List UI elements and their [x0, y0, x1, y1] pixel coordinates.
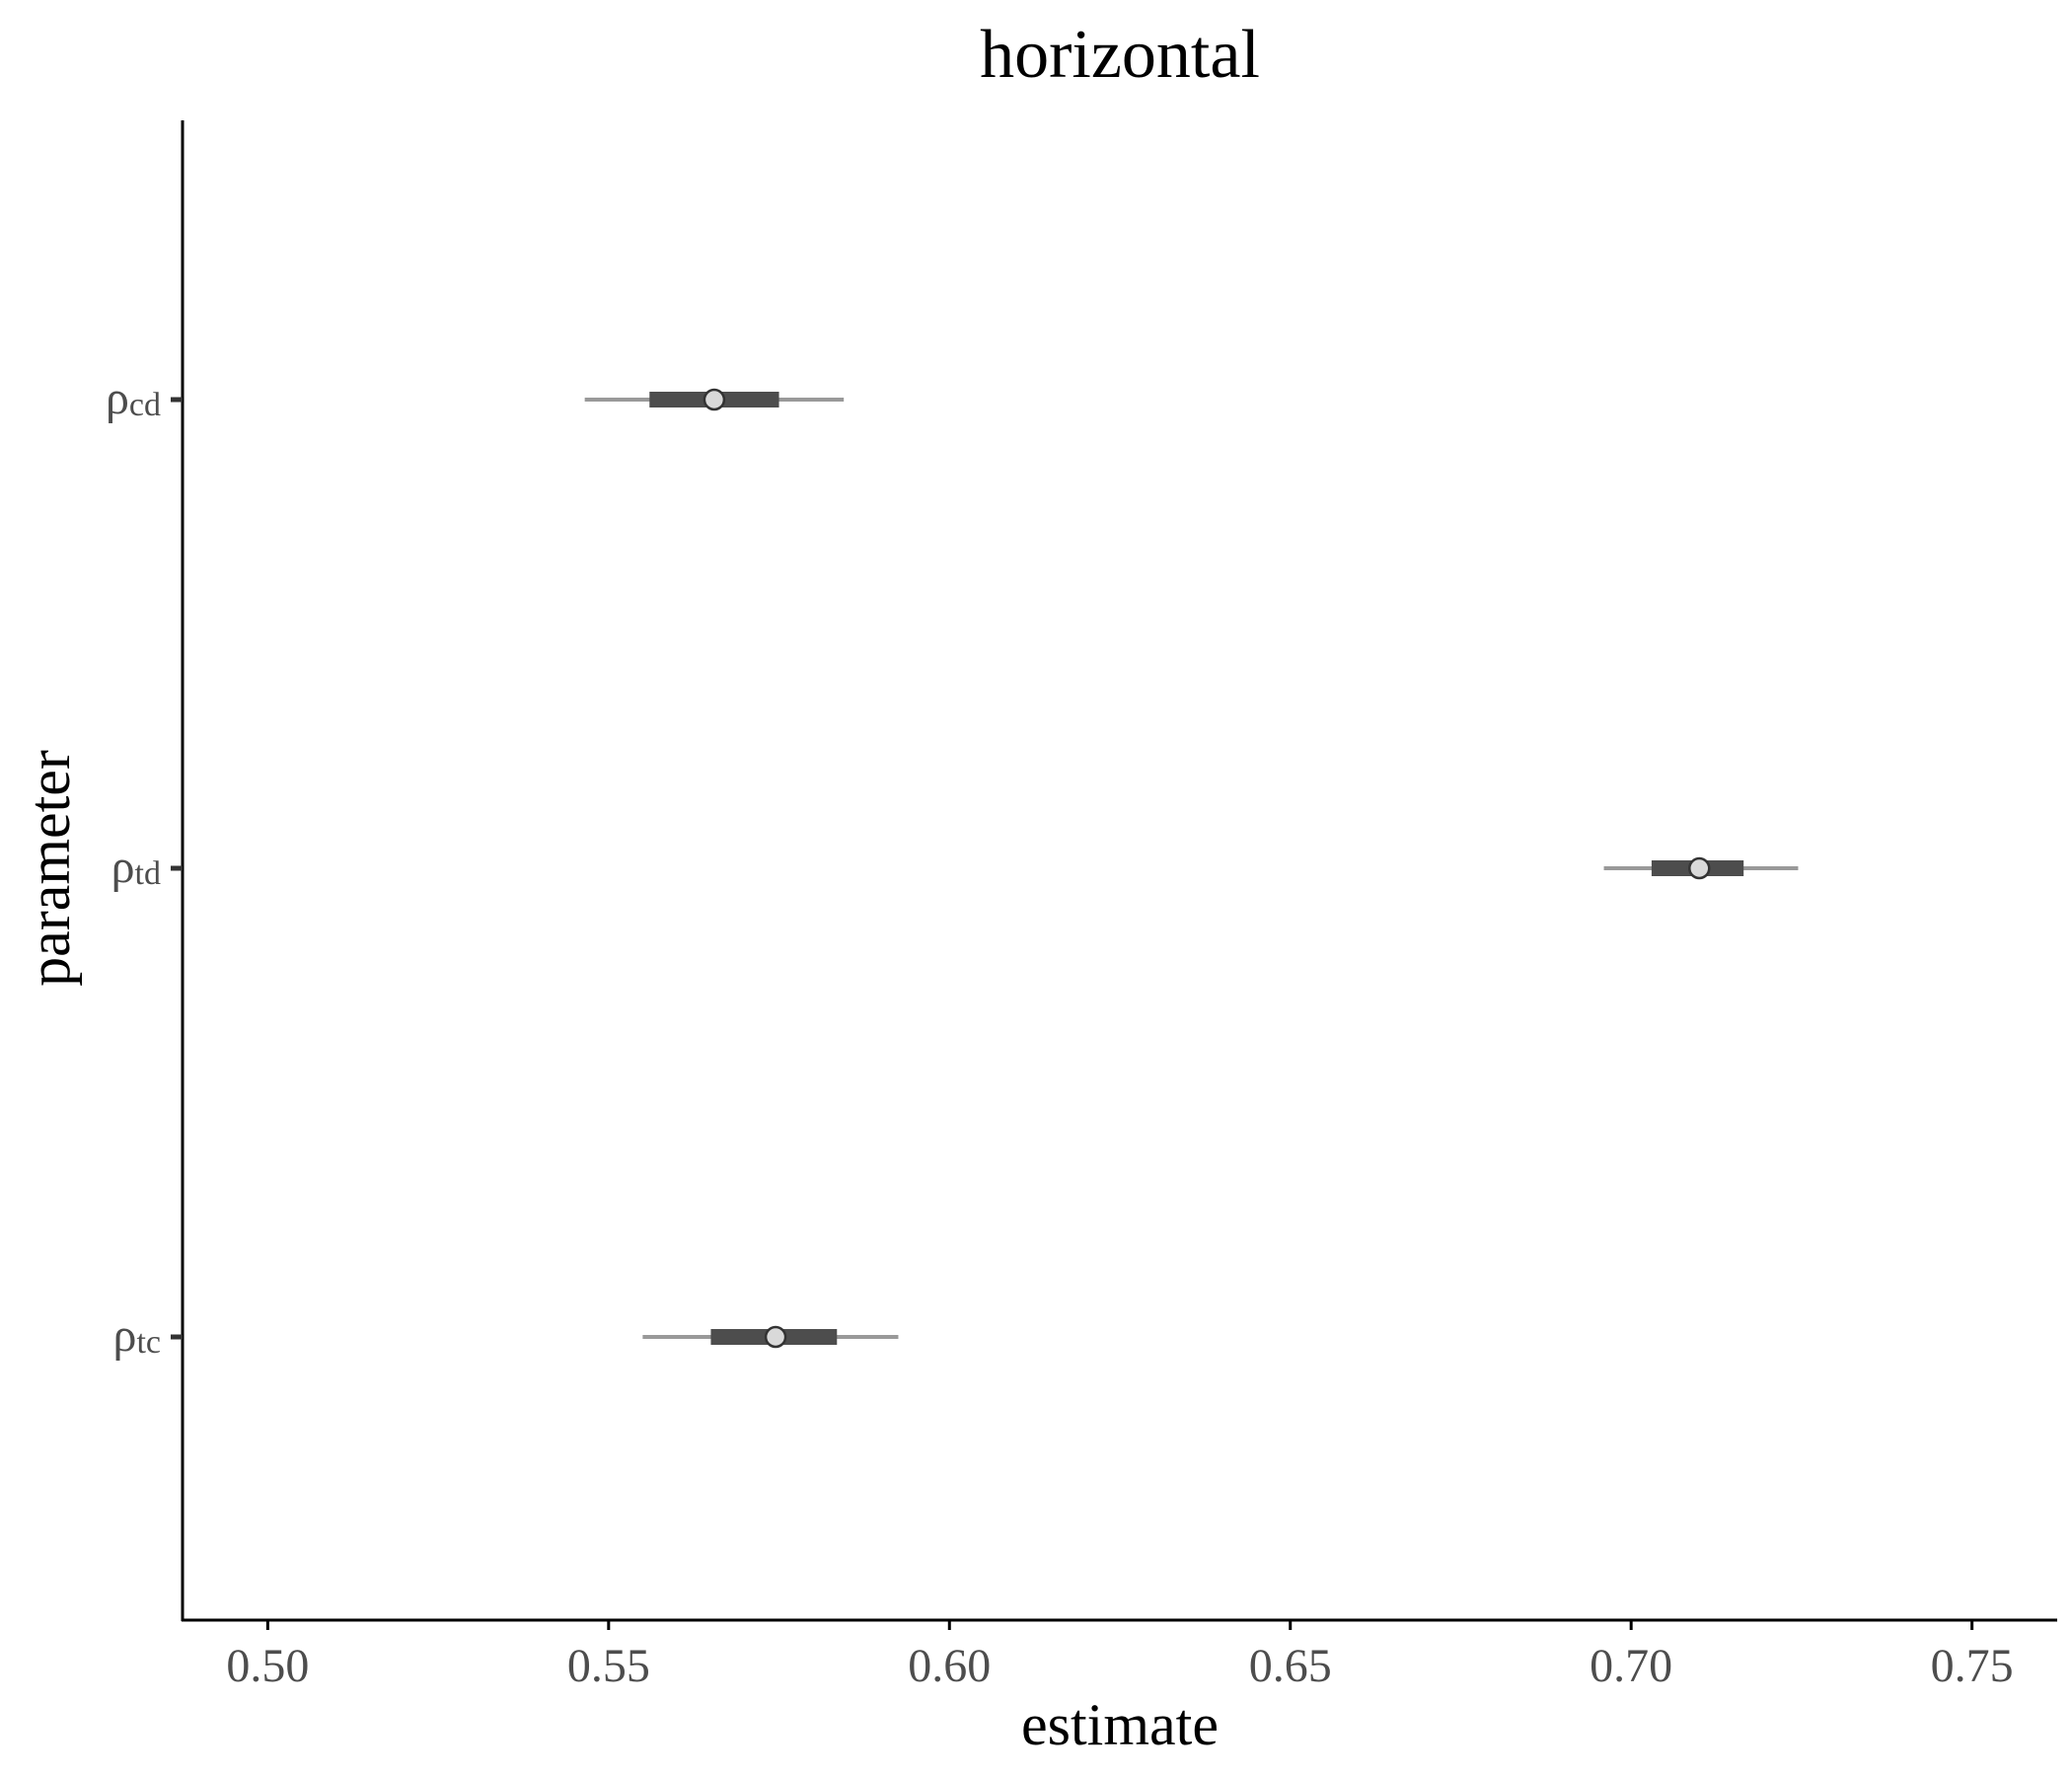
y-tick-subscript: td	[135, 855, 161, 892]
x-tick-label: 0.65	[1249, 1640, 1332, 1692]
point-estimate-cd	[703, 388, 726, 411]
x-axis-title: estimate	[1021, 1692, 1219, 1757]
y-tick-symbol: ρ	[111, 841, 135, 893]
y-axis-title-wrap: parameter	[17, 750, 82, 987]
y-axis-title: parameter	[17, 750, 82, 987]
y-tick-subscript: cd	[129, 387, 161, 423]
x-ticks: 0.50 0.55 0.60 0.65 0.70 0.75	[226, 1620, 2014, 1692]
y-tick-label: ρtd	[111, 841, 161, 893]
x-tick-label: 0.75	[1931, 1640, 2014, 1692]
x-tick-label: 0.70	[1590, 1640, 1672, 1692]
x-tick-label: 0.60	[908, 1640, 991, 1692]
y-tick-label: ρcd	[106, 372, 161, 424]
point-estimate-td	[1688, 856, 1711, 880]
y-tick-label: ρtc	[113, 1309, 162, 1362]
x-tick-label: 0.50	[226, 1640, 309, 1692]
y-tick-symbol: ρ	[113, 1309, 137, 1362]
x-tick-label: 0.55	[567, 1640, 650, 1692]
point-estimate-tc	[764, 1325, 787, 1349]
y-tick-subscript: tc	[136, 1324, 161, 1361]
y-tick-symbol: ρ	[106, 372, 129, 424]
marks	[584, 388, 1799, 1349]
chart-title: horizontal	[980, 17, 1260, 93]
